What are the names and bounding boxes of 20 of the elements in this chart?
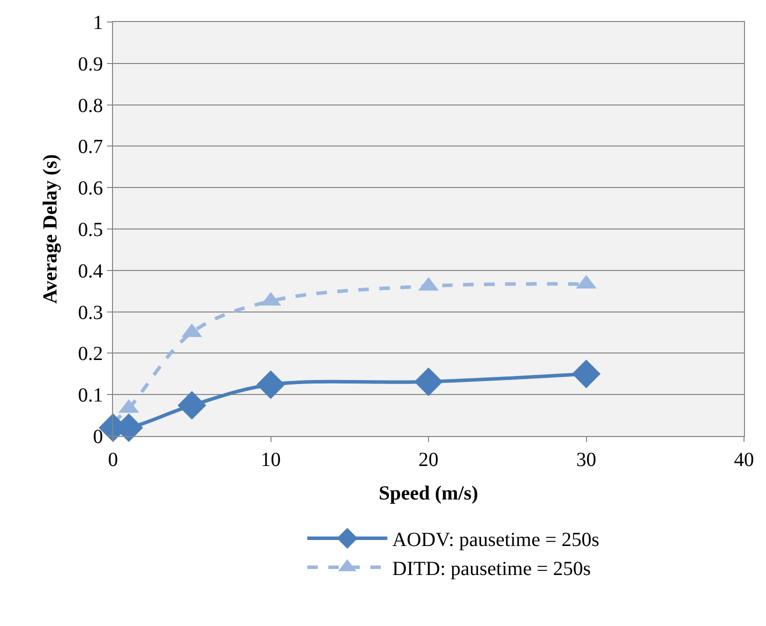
x-tick-label: 10	[260, 449, 281, 471]
x-tick-label: 40	[734, 449, 754, 471]
x-axis-title: Speed (m/s)	[378, 482, 478, 504]
y-tick-label: 0.2	[78, 343, 103, 366]
y-tick-label: 0.8	[78, 94, 103, 117]
y-tick-label: 0.3	[78, 302, 103, 324]
y-tick-label: 0.1	[78, 384, 103, 407]
y-tick-label: 0.6	[78, 178, 103, 200]
legend-label: AODV: pausetime = 250s	[392, 529, 600, 552]
y-tick-label: 0.5	[78, 219, 103, 241]
x-tick-label: 20	[418, 449, 438, 471]
y-axis-title: Average Delay (s)	[40, 154, 62, 304]
x-tick-label: 30	[576, 449, 596, 471]
y-tick-label: 0.4	[78, 260, 103, 282]
y-tick-label: 0	[93, 426, 103, 448]
x-tick-label: 0	[108, 449, 118, 471]
legend-label: DITD: pausetime = 250s	[392, 558, 591, 580]
y-tick-label: 1	[93, 12, 103, 34]
y-tick-label: 0.7	[78, 136, 103, 158]
y-tick-label: 0.9	[78, 53, 103, 76]
